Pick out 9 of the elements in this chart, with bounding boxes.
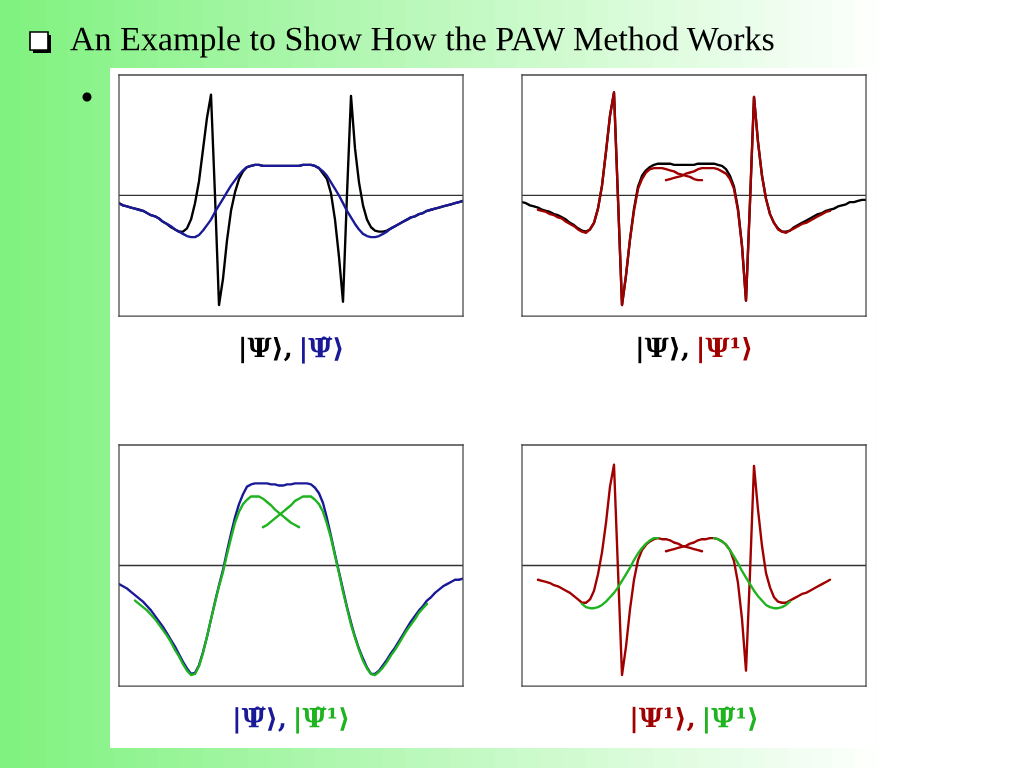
series-label: |Ψ⟩, — [638, 336, 688, 364]
series-label: |Ψ⟩, — [241, 336, 291, 364]
text: |Ψ̃¹⟩ — [705, 706, 757, 734]
series-label: |Ψ̃⟩, — [235, 706, 285, 734]
text: |Ψ¹⟩ — [699, 336, 751, 364]
text: |Ψ̃⟩ — [302, 336, 342, 364]
text: |Ψ̃¹⟩ — [296, 706, 348, 734]
series-label: |Ψ¹⟩, — [632, 706, 694, 734]
chart-title: An Example to Show How the PAW Method Works — [70, 26, 774, 58]
